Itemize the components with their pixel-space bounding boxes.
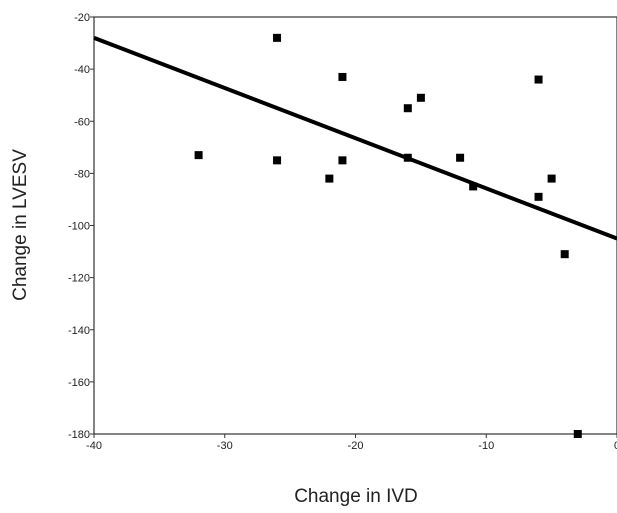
data-point: [403, 153, 412, 162]
y-axis: -20 -40 -60 -80 -100 -120 -140 -160 -180: [68, 12, 94, 441]
y-tick-label: -20: [74, 12, 90, 24]
regression-line: [93, 35, 617, 241]
x-axis-title: Change in IVD: [294, 486, 418, 507]
data-point: [469, 182, 478, 191]
y-tick-label: -160: [68, 377, 90, 389]
x-axis: -40 -30 -20 -10 0: [86, 434, 617, 452]
y-axis-title: Change in LVESV: [10, 149, 31, 301]
data-point: [273, 33, 282, 42]
data-point: [573, 430, 582, 438]
x-tick-label: -40: [86, 440, 102, 452]
data-points: [194, 33, 582, 438]
data-point: [403, 104, 412, 113]
data-point: [273, 156, 282, 165]
y-tick-label: -180: [68, 429, 90, 441]
x-tick-label: 0: [614, 440, 617, 452]
x-tick-label: -30: [217, 440, 233, 452]
y-tick-label: -60: [74, 116, 90, 128]
x-tick-label: -10: [478, 440, 494, 452]
data-point: [194, 151, 203, 160]
data-point: [338, 72, 347, 81]
data-point: [547, 174, 556, 183]
y-tick-label: -40: [74, 64, 90, 76]
y-tick-label: -140: [68, 325, 90, 337]
data-point: [456, 153, 465, 162]
y-tick-label: -120: [68, 273, 90, 285]
data-point: [534, 192, 543, 201]
data-point: [338, 156, 347, 165]
y-tick-label: -100: [68, 221, 90, 233]
data-point: [560, 250, 569, 259]
x-tick-label: -20: [348, 440, 364, 452]
data-point: [416, 93, 425, 102]
y-tick-label: -80: [74, 168, 90, 180]
data-point: [534, 75, 543, 84]
data-point: [325, 174, 334, 183]
